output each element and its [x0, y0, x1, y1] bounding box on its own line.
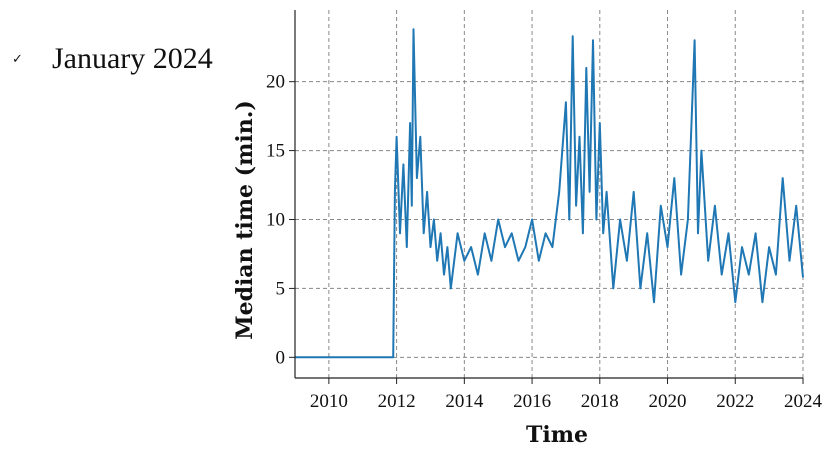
x-tick-label: 2012: [378, 391, 416, 412]
grid: [295, 10, 804, 378]
y-tick-label: 10: [266, 209, 285, 230]
x-tick-label: 2016: [513, 391, 551, 412]
y-tick-label: 15: [266, 141, 285, 162]
series-line: [295, 28, 804, 359]
y-tick-label: 20: [266, 72, 285, 93]
y-tick-label: 5: [276, 278, 286, 299]
x-tick-label: 2020: [649, 391, 687, 412]
check-icon: ✓: [12, 51, 23, 67]
axes: [294, 10, 803, 379]
x-ticks: 2010 2012 2014 2016 2018 2020 2022 2024: [310, 378, 823, 412]
y-ticks: 0 5 10 15 20: [266, 72, 295, 368]
x-tick-label: 2024: [784, 391, 823, 412]
x-tick-label: 2022: [716, 391, 754, 412]
x-tick-label: 2018: [581, 391, 619, 412]
legend-label: January 2024: [52, 42, 213, 75]
x-axis-title: Time: [526, 422, 588, 448]
y-tick-label: 0: [276, 347, 286, 368]
series-layer: [295, 28, 804, 359]
x-tick-label: 2010: [310, 391, 348, 412]
y-axis-title: Median time (min.): [232, 100, 258, 340]
legend: ✓ January 2024: [12, 42, 213, 76]
x-tick-label: 2014: [445, 391, 484, 412]
